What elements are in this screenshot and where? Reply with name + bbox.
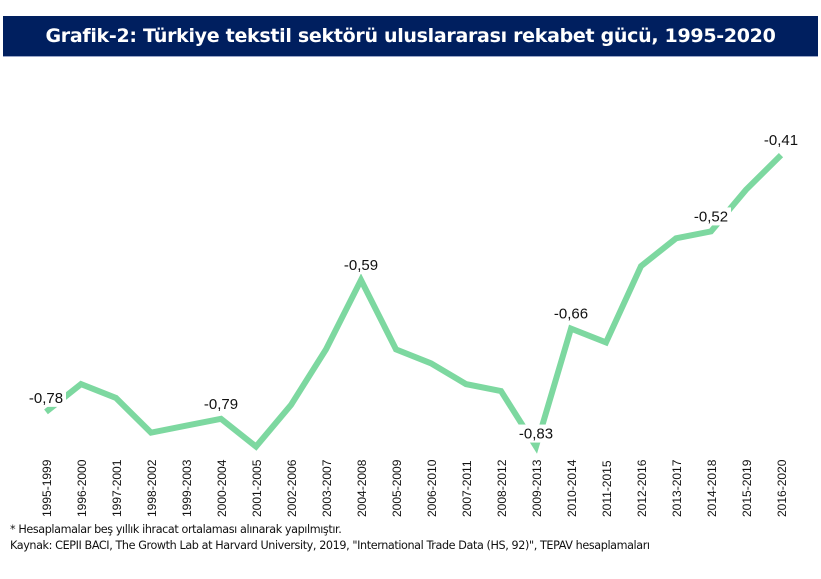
data-label: -0,52 xyxy=(691,207,731,226)
x-tick-label: 2012-2016 xyxy=(635,459,649,517)
x-tick-label: 2000-2004 xyxy=(215,459,229,517)
x-tick-label: 2005-2009 xyxy=(390,459,404,517)
x-tick-label: 2001-2005 xyxy=(250,459,264,517)
svg-text:-0,59: -0,59 xyxy=(344,257,378,274)
footnote: * Hesaplamalar beş yıllık ihracat ortala… xyxy=(10,523,342,536)
x-tick-label: 1997-2001 xyxy=(110,459,124,517)
x-tick-label: 2016-2020 xyxy=(775,459,789,517)
x-tick-label: 2013-2017 xyxy=(670,459,684,517)
chart-notes: * Hesaplamalar beş yıllık ihracat ortala… xyxy=(10,522,650,554)
svg-text:-0,52: -0,52 xyxy=(694,208,728,225)
series-line xyxy=(44,152,784,454)
x-tick-label: 1998-2002 xyxy=(145,459,159,517)
x-tick-label: 2002-2006 xyxy=(285,459,299,517)
svg-text:-0,78: -0,78 xyxy=(29,390,63,407)
data-label: -0,59 xyxy=(341,256,381,274)
x-tick-label: 2008-2012 xyxy=(495,459,509,517)
x-tick-label: 2010-2014 xyxy=(565,459,579,517)
source-note: Kaynak: CEPII BACI, The Growth Lab at Ha… xyxy=(10,539,650,552)
data-label: -0,66 xyxy=(551,304,591,323)
x-tick-label: 2003-2007 xyxy=(320,459,334,517)
svg-text:-0,79: -0,79 xyxy=(204,396,238,413)
svg-text:-0,41: -0,41 xyxy=(764,132,798,149)
data-label: -0,41 xyxy=(761,131,801,150)
x-tick-label: 2007-2011 xyxy=(460,460,474,517)
title-underline xyxy=(3,56,818,57)
data-label: -0,78 xyxy=(26,388,66,407)
x-tick-label: 1999-2003 xyxy=(180,459,194,517)
x-tick-label: 2015-2019 xyxy=(740,459,754,517)
x-tick-label: 2011-2015 xyxy=(600,460,614,517)
x-tick-label: 2014-2018 xyxy=(705,459,719,517)
data-label: -0,79 xyxy=(201,394,241,413)
x-tick-label: 2009-2013 xyxy=(530,459,544,517)
data-label: -0,83 xyxy=(516,424,556,443)
x-tick-label: 2004-2008 xyxy=(355,459,369,517)
x-tick-label: 1996-2000 xyxy=(75,459,89,517)
x-tick-label: 2006-2010 xyxy=(425,459,439,517)
x-tick-label: 1995-1999 xyxy=(40,459,54,517)
chart-title: Grafik-2: Türkiye tekstil sektörü ulusla… xyxy=(3,16,818,56)
svg-text:-0,66: -0,66 xyxy=(554,306,588,323)
line-chart: -0,78 -0,79 -0,59 -0,83 -0,66 -0,52 -0,41 1995-… xyxy=(26,131,801,517)
svg-text:-0,83: -0,83 xyxy=(519,426,553,443)
